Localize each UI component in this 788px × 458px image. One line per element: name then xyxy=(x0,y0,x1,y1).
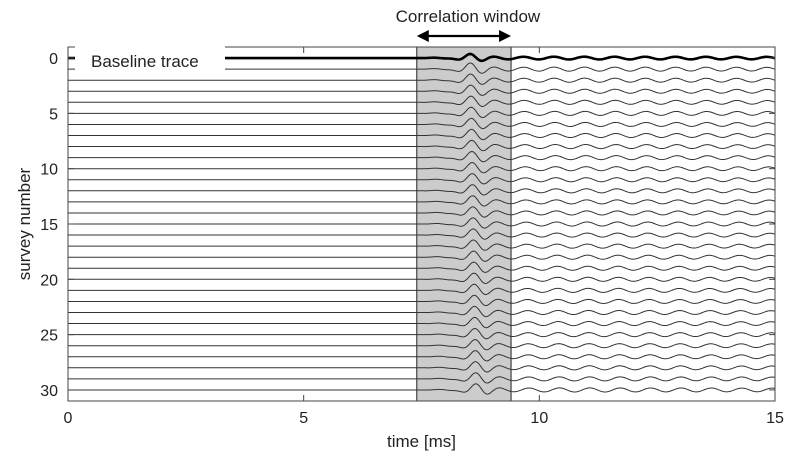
x-tick-label: 5 xyxy=(299,410,308,427)
y-tick-label: 10 xyxy=(40,162,58,179)
baseline-trace-label: Baseline trace xyxy=(91,52,199,71)
survey-trace-3 xyxy=(68,84,776,96)
survey-trace-23 xyxy=(68,305,776,318)
baseline-trace-annotation: Baseline trace xyxy=(75,44,225,78)
survey-trace-4 xyxy=(68,95,776,107)
survey-trace-22 xyxy=(68,294,776,307)
correlation-window-annotation: Correlation window xyxy=(396,7,541,42)
survey-trace-16 xyxy=(68,228,776,240)
x-axis-label: time [ms] xyxy=(387,432,456,451)
survey-trace-18 xyxy=(68,250,776,262)
survey-trace-5 xyxy=(68,106,776,119)
survey-trace-7 xyxy=(68,128,776,141)
y-tick-label: 20 xyxy=(40,272,58,289)
y-axis-label: survey number xyxy=(15,167,34,280)
survey-trace-14 xyxy=(68,206,776,218)
correlation-window-arrow-left-head xyxy=(416,30,429,42)
survey-trace-6 xyxy=(68,117,776,130)
y-tick-label: 30 xyxy=(40,383,58,400)
y-tick-label: 5 xyxy=(49,106,58,123)
y-tick-label: 0 xyxy=(49,51,58,68)
trace-group xyxy=(68,52,776,395)
plot-area xyxy=(67,46,776,402)
survey-trace-29 xyxy=(68,372,776,384)
survey-trace-9 xyxy=(68,150,776,163)
survey-trace-25 xyxy=(68,327,776,340)
correlation-window-label: Correlation window xyxy=(396,7,541,26)
survey-trace-13 xyxy=(68,195,776,207)
y-tick-label: 15 xyxy=(40,217,58,234)
survey-trace-27 xyxy=(68,350,776,362)
survey-trace-26 xyxy=(68,339,776,351)
survey-trace-10 xyxy=(68,162,776,174)
survey-trace-19 xyxy=(68,261,776,273)
survey-trace-15 xyxy=(68,217,776,229)
survey-trace-30 xyxy=(68,383,776,395)
survey-trace-2 xyxy=(68,73,776,85)
survey-trace-17 xyxy=(68,239,776,251)
y-tick-label: 25 xyxy=(40,328,58,345)
survey-trace-24 xyxy=(68,316,776,329)
survey-trace-28 xyxy=(68,361,776,373)
correlation-window-arrow-right-head xyxy=(499,30,512,42)
x-tick-label: 0 xyxy=(64,410,73,427)
survey-trace-20 xyxy=(68,272,776,284)
survey-trace-8 xyxy=(68,139,776,152)
x-tick-label: 15 xyxy=(766,410,784,427)
y-axis-ticks: 0 5 10 15 20 25 30 xyxy=(40,51,775,400)
survey-trace-12 xyxy=(68,184,776,196)
baseline-trace-label-box xyxy=(75,44,225,78)
survey-trace-11 xyxy=(68,173,776,185)
x-tick-label: 10 xyxy=(530,410,548,427)
survey-trace-21 xyxy=(68,283,776,296)
x-axis-ticks: 0 5 10 15 xyxy=(64,47,784,427)
